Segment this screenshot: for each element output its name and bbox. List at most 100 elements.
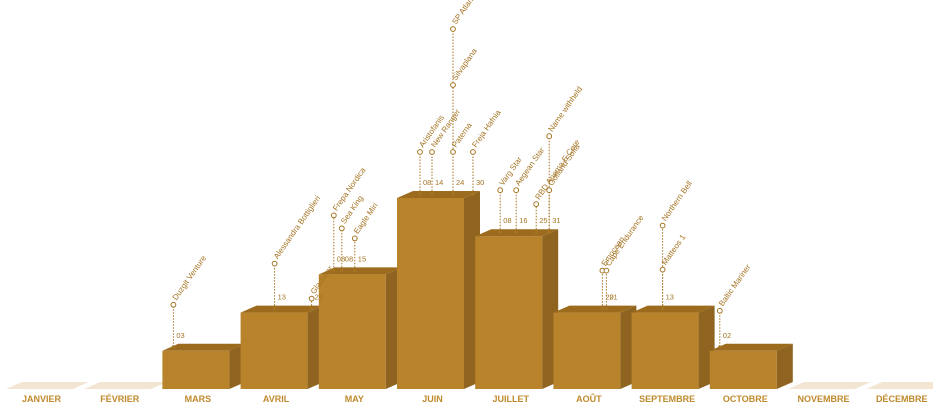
bar-top-octobre	[709, 343, 793, 351]
annotation-name-juillet-name-withheld: Name withheld	[546, 85, 584, 134]
annotation-name-juin-freja-hafnia: Freja Hafnia	[470, 108, 503, 149]
annotation-name-juin-sp-atlanta: SP Atlanta	[450, 0, 479, 26]
bar-base-fevrier	[84, 382, 168, 389]
annotation-name-avril-alessandra-bottiglieri: Alessandra Bottiglieri	[272, 194, 323, 261]
annotation-day-juin-sp-atlanta: 24	[456, 178, 464, 187]
bar-octobre	[709, 343, 793, 389]
bar-front-septembre	[631, 312, 699, 389]
annotation-anchor-juillet-varg-star	[498, 230, 502, 234]
annotation-day-aout-emocean: 20	[605, 293, 613, 302]
month-label-octobre: OCTOBRE	[723, 394, 768, 403]
annotation-marker-juillet-name-withheld	[546, 133, 553, 140]
bar-avril	[240, 305, 324, 389]
annotation-name-septembre-northern-bell: Northern Bell	[660, 179, 694, 223]
annotation-day-avril-gladiator: 29	[315, 293, 323, 302]
annotation-anchor-juin-aristofanis	[418, 192, 422, 196]
month-label-mars: MARS	[185, 394, 212, 403]
annotation-aout-cape-endurance: Cape Endurance 21	[603, 213, 646, 311]
bar-side-octobre	[776, 343, 793, 389]
annotation-marker-juin-aristofanis	[417, 149, 423, 155]
bar-base-novembre	[788, 382, 871, 389]
annotation-day-septembre-northern-bell: 13	[666, 293, 674, 302]
annotation-marker-may-frepa-nordica	[330, 212, 337, 219]
annotation-name-mars-duzgit-venture: Duzgit Venture	[171, 253, 209, 302]
annotation-day-avril-alessandra-bottiglieri: 13	[278, 293, 286, 302]
annotation-anchor-may-eagle-miri	[353, 268, 357, 272]
annotation-juin-sp-atlanta: SP Atlanta 24	[450, 0, 479, 196]
annotation-marker-mars-duzgit-venture	[170, 301, 177, 308]
annotation-marker-avril-gladiator	[308, 295, 315, 302]
annotation-day-may-eagle-miri: 15	[358, 254, 366, 263]
annotation-day-may-sea-king: 08	[345, 254, 353, 263]
annotation-anchor-juillet-aegean-star	[514, 230, 518, 234]
annotation-marker-aout-cape-endurance	[603, 267, 610, 274]
annotation-marker-may-eagle-miri	[351, 235, 358, 242]
month-label-fevrier: FÉVRIER	[100, 394, 140, 403]
annotation-marker-juillet-aegean-star	[513, 187, 520, 194]
annotation-day-aout-cape-endurance: 21	[609, 293, 617, 302]
annotation-anchor-mars-duzgit-venture	[171, 345, 175, 349]
annotation-day-juin-freja-hafnia: 30	[476, 178, 484, 187]
annotation-marker-may-sea-king	[338, 225, 345, 232]
bar-juillet	[475, 229, 559, 389]
month-label-juin: JUIN	[422, 394, 443, 403]
month-label-janvier: JANVIER	[22, 394, 62, 403]
annotation-marker-juillet-gotland-sofia	[546, 187, 553, 194]
annotation-name-aout-cape-endurance: Cape Endurance	[604, 213, 646, 268]
bar-front-avril	[240, 312, 308, 389]
annotation-octobre-baltic-mariner: Baltic Mariner 02	[716, 262, 753, 349]
bar-front-aout	[553, 312, 621, 389]
annotation-marker-juin-paterna	[450, 149, 456, 155]
bar-base-decembre	[866, 382, 933, 389]
bar-mars	[162, 343, 246, 389]
annotation-anchor-juin-new-ranger	[430, 192, 434, 196]
annotation-mars-duzgit-venture: Duzgit Venture 03	[170, 253, 209, 349]
annotation-marker-juin-new-ranger	[429, 149, 435, 155]
month-label-aout: AOÛT	[576, 393, 602, 403]
bars-group	[6, 191, 933, 389]
annotation-marker-juillet-rbd-anema-e-core	[533, 201, 540, 208]
annotation-anchor-octobre-baltic-mariner	[718, 345, 722, 349]
annotation-anchor-septembre-matteos-1	[661, 307, 665, 311]
bar-base-janvier	[6, 382, 89, 389]
annotation-marker-juin-freja-hafnia	[470, 149, 476, 155]
annotation-marker-juin-silvaplana	[450, 82, 456, 88]
bar-front-may	[318, 274, 386, 389]
bar-top-aout	[553, 305, 637, 313]
annotation-anchor-avril-alessandra-bottiglieri	[273, 307, 277, 311]
annotation-day-octobre-baltic-mariner: 02	[723, 331, 731, 340]
annotation-name-octobre-baltic-mariner: Baltic Mariner	[717, 262, 753, 307]
bar-top-mars	[162, 343, 246, 351]
month-label-may: MAY	[345, 394, 364, 403]
bar-top-may	[318, 267, 402, 275]
annotation-marker-septembre-northern-bell	[659, 222, 666, 229]
bar-aout	[553, 305, 637, 389]
bar-septembre	[631, 305, 715, 389]
bar-front-juin	[397, 198, 464, 389]
annotation-name-juillet-gotland-sofia: Gotland Sofia	[546, 142, 581, 187]
annotation-marker-septembre-matteos-1	[659, 266, 666, 273]
bar-top-juin	[397, 191, 480, 198]
month-label-decembre: DÉCEMBRE	[876, 394, 928, 403]
annotation-day-juillet-aegean-star: 16	[519, 216, 527, 225]
bar-juin	[397, 191, 480, 389]
annotation-day-juin-aristofanis: 08	[423, 178, 431, 187]
annotation-marker-juillet-varg-star	[497, 187, 504, 194]
month-labels-group: JANVIER FÉVRIER MARS AVRIL MAY JUIN JUILLET AOÛ…	[22, 393, 927, 403]
month-label-juillet: JUILLET	[492, 394, 529, 403]
annotation-marker-octobre-baltic-mariner	[716, 307, 723, 314]
month-label-avril: AVRIL	[263, 394, 290, 403]
annotation-anchor-juin-paterna	[451, 192, 455, 196]
annotation-anchor-juillet-gotland-sofia	[547, 230, 551, 234]
annotation-marker-avril-alessandra-bottiglieri	[271, 260, 278, 267]
annotation-day-mars-duzgit-venture: 03	[176, 331, 184, 340]
bar-front-mars	[162, 350, 230, 389]
annotation-marker-juin-sp-atlanta	[450, 26, 456, 32]
bar-front-octobre	[709, 350, 777, 389]
annotation-day-may-frepa-nordica: 08	[337, 254, 345, 263]
bar-may	[318, 267, 402, 389]
annotation-day-juin-new-ranger: 14	[435, 178, 443, 187]
annotation-day-juillet-rbd-anema-e-core: 25	[539, 216, 547, 225]
